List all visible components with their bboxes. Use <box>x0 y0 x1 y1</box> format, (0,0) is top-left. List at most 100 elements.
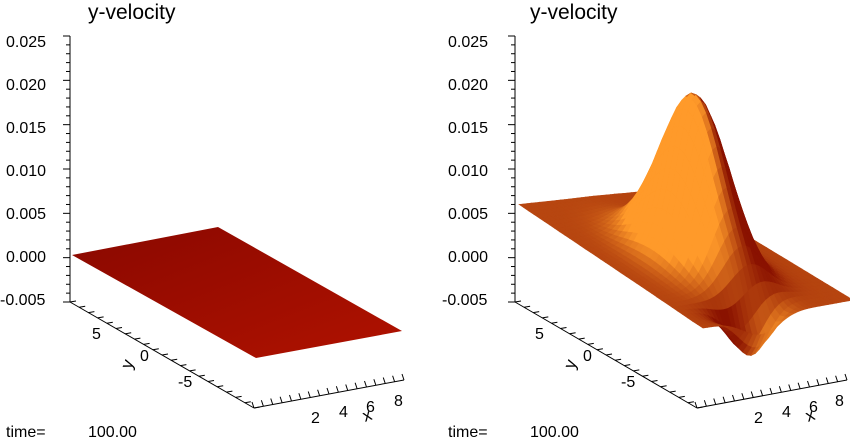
left-y-tick-label: -5 <box>178 374 192 391</box>
left-x-tick-mark <box>270 398 274 405</box>
right-x-tick-mark <box>844 373 848 381</box>
left-x-axis: 2 4 6 8 x <box>253 379 405 427</box>
left-y-tick-mark <box>125 332 132 335</box>
left-title: y-velocity <box>88 1 176 24</box>
right-x-tick-mark <box>769 387 773 395</box>
right-y-tick-mark <box>651 380 658 382</box>
right-x-tick-mark <box>760 389 764 396</box>
left-y-tick-mark <box>143 342 150 345</box>
right-x-tick-mark <box>722 396 726 403</box>
right-y-tick-mark <box>551 321 558 324</box>
right-plot-svg: y-velocity 0.025 0.020 0.015 0.010 0.005… <box>442 1 850 438</box>
left-x-tick-label: 2 <box>311 410 320 427</box>
left-y-tick-mark <box>189 369 196 372</box>
right-z-tick-label: 0.015 <box>448 120 488 137</box>
right-y-tick-label: 0 <box>583 348 592 365</box>
left-z-tick-label: 0.005 <box>6 206 46 223</box>
surface-facet <box>842 296 850 302</box>
right-x-tick-mark <box>825 377 829 384</box>
right-x-tick-label: 4 <box>782 404 791 421</box>
right-y-tick-mark <box>696 406 704 409</box>
left-surface <box>72 227 402 358</box>
left-x-tick-mark <box>345 384 349 391</box>
right-y-tick-mark <box>569 332 576 335</box>
left-y-tick-mark <box>253 406 261 409</box>
right-y-tick-label: 5 <box>535 326 544 343</box>
right-surface <box>518 92 850 357</box>
left-z-tick-label: 0.015 <box>6 120 46 137</box>
right-surface-plot: y-velocity 0.025 0.020 0.015 0.010 0.005… <box>425 0 850 438</box>
right-x-tick-mark <box>750 391 754 398</box>
left-z-axis: 0.025 0.020 0.015 0.010 0.005 0.000 -0.0… <box>0 34 71 309</box>
right-z-tick-label: 0.010 <box>448 163 488 180</box>
right-y-tick-mark <box>542 316 549 319</box>
left-x-tick-mark <box>289 394 292 402</box>
right-x-tick-label: 2 <box>754 410 763 427</box>
right-x-tick-mark <box>807 380 810 388</box>
right-z-tick-label: 0.005 <box>448 206 488 223</box>
right-z-tick-label: -0.005 <box>442 292 487 309</box>
right-z-tick-label: 0.020 <box>448 77 488 94</box>
left-x-tick-mark <box>392 375 396 382</box>
right-y-tick-mark <box>624 364 631 367</box>
right-y-tick-mark <box>669 390 676 393</box>
left-x-tick-label: 6 <box>366 399 375 416</box>
right-y-tick-mark <box>524 305 531 308</box>
left-y-tick-mark <box>207 380 215 382</box>
left-y-tick-label: 0 <box>140 348 149 365</box>
left-y-tick-mark <box>180 364 187 367</box>
right-y-tick-mark <box>596 348 603 351</box>
left-z-tick-label: 0.000 <box>6 249 46 266</box>
right-title: y-velocity <box>530 1 618 24</box>
right-x-tick-mark <box>816 379 820 386</box>
left-x-tick-mark <box>317 389 321 396</box>
left-x-tick-mark <box>401 373 405 381</box>
right-y-tick-mark <box>687 401 694 404</box>
left-y-tick-label: 5 <box>92 326 101 343</box>
left-y-tick-mark <box>235 395 242 398</box>
right-x-tick-mark <box>835 375 839 382</box>
left-y-tick-mark <box>79 305 86 308</box>
left-time-value: 100.00 <box>88 424 137 438</box>
left-y-tick-mark <box>152 348 159 351</box>
left-y-tick-mark <box>226 390 233 393</box>
left-x-tick-mark <box>307 391 311 398</box>
right-time-value: 100.00 <box>530 424 579 438</box>
right-x-tick-mark <box>732 394 735 402</box>
left-z-tick-label: 0.010 <box>6 163 46 180</box>
left-x-tick-mark <box>373 379 377 386</box>
left-z-tick-label: 0.020 <box>6 77 46 94</box>
left-y-tick-mark <box>161 353 169 356</box>
left-y-tick-mark <box>198 374 205 377</box>
right-y-tick-mark <box>615 358 622 361</box>
left-y-tick-mark <box>69 300 77 303</box>
left-x-tick-mark <box>279 396 283 403</box>
left-x-tick-mark <box>335 386 339 393</box>
right-y-tick-mark <box>642 374 649 377</box>
right-x-tick-mark <box>778 386 782 393</box>
left-x-tick-mark <box>364 380 367 388</box>
right-time-label: time= <box>448 424 488 438</box>
right-x-tick-mark <box>713 398 717 405</box>
right-y-tick-mark <box>605 353 613 356</box>
right-x-tick-mark <box>788 384 792 391</box>
left-y-axis-label: y <box>117 356 138 371</box>
left-y-tick-mark <box>171 358 178 361</box>
right-x-tick-label: 8 <box>835 393 844 410</box>
left-y-tick-mark <box>217 385 224 388</box>
left-plot-svg: y-velocity 0.025 0.020 0.015 0.010 0.005… <box>0 1 405 438</box>
left-x-tick-label: 4 <box>339 404 348 421</box>
right-z-tick-label: 0.000 <box>448 249 488 266</box>
right-x-tick-mark <box>694 401 698 409</box>
right-y-tick-mark <box>514 300 522 303</box>
right-y-tick-mark <box>578 337 585 340</box>
right-y-tick-mark <box>633 369 640 372</box>
left-x-tick-mark <box>326 387 330 395</box>
right-y-tick-mark <box>660 385 667 388</box>
left-surface-plot: y-velocity 0.025 0.020 0.015 0.010 0.005… <box>0 1 405 438</box>
left-x-tick-mark <box>382 377 386 384</box>
left-surface-plane <box>72 227 402 358</box>
right-y-axis: 5 0 -5 y <box>514 301 698 409</box>
left-y-tick-mark <box>134 337 141 340</box>
left-y-tick-mark <box>88 311 95 314</box>
